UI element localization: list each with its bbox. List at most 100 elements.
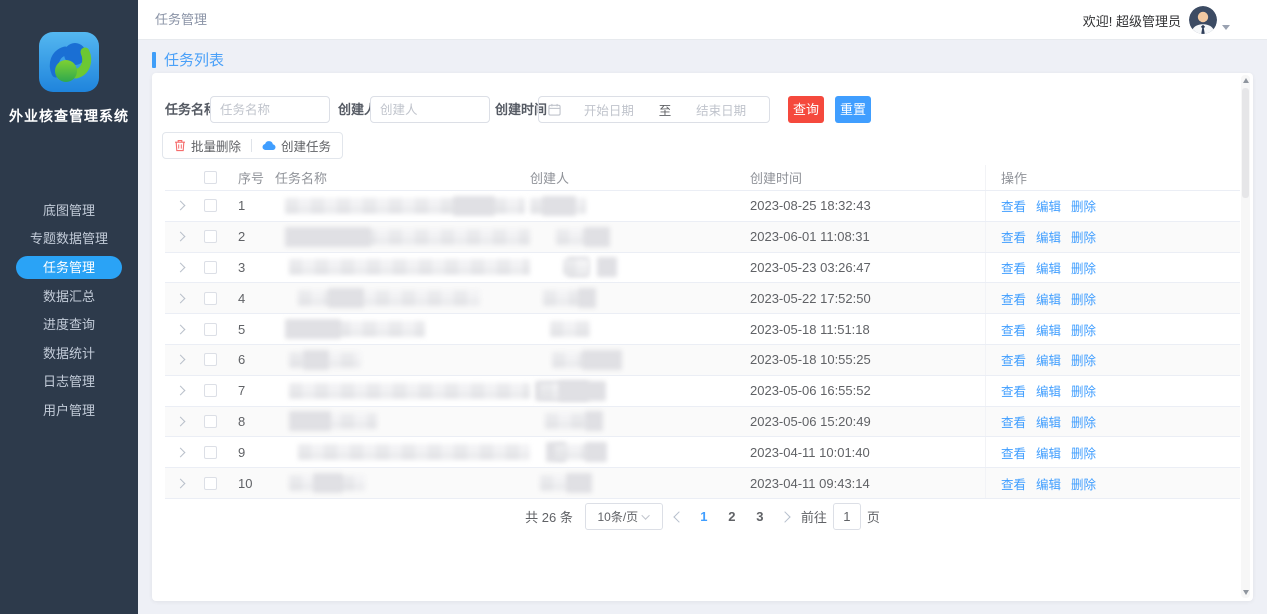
row-checkbox[interactable] xyxy=(203,199,217,213)
expand-row-icon[interactable] xyxy=(175,262,185,273)
redacted-task-name xyxy=(298,288,480,309)
edit-link[interactable]: 编辑 xyxy=(1036,385,1062,400)
expand-row-icon[interactable] xyxy=(175,293,185,304)
table-row: 10 2023-04-11 09:43:14 查看 编辑 删除 xyxy=(165,468,1240,499)
sidebar-item-task[interactable]: 任务管理 xyxy=(0,253,138,282)
section-title-row: 任务列表 xyxy=(152,49,224,70)
task-name-label: 任务名称 xyxy=(165,102,218,117)
header-seq: 序号 xyxy=(238,171,265,186)
page-title: 任务列表 xyxy=(164,52,225,69)
row-checkbox[interactable] xyxy=(203,230,217,244)
edit-link[interactable]: 编辑 xyxy=(1036,354,1062,369)
sidebar-item-users[interactable]: 用户管理 xyxy=(42,402,95,418)
reset-button[interactable]: 重置 xyxy=(835,96,871,123)
calendar-icon xyxy=(548,103,561,116)
vertical-scrollbar[interactable] xyxy=(1241,75,1250,598)
row-checkbox[interactable] xyxy=(203,353,217,367)
delete-link[interactable]: 删除 xyxy=(1071,415,1097,430)
row-checkbox[interactable] xyxy=(203,414,217,428)
view-link[interactable]: 查看 xyxy=(1001,231,1027,246)
scrollbar-thumb[interactable] xyxy=(1242,88,1249,198)
page-3-button[interactable]: 3 xyxy=(756,509,764,524)
breadcrumb: 任务管理 xyxy=(155,12,208,27)
scroll-down-icon[interactable] xyxy=(1242,590,1249,595)
expand-row-icon[interactable] xyxy=(175,385,185,396)
expand-row-icon[interactable] xyxy=(175,416,185,427)
sidebar-item-basemap[interactable]: 底图管理 xyxy=(42,202,95,218)
task-name-input[interactable] xyxy=(210,96,330,123)
table-row: 6 2023-05-18 10:55:25 查看 编辑 删除 xyxy=(165,344,1240,376)
page-1-button[interactable]: 1 xyxy=(700,509,708,524)
sidebar-item-progress[interactable]: 进度查询 xyxy=(42,317,95,333)
goto-page-input[interactable] xyxy=(832,503,861,530)
edit-link[interactable]: 编辑 xyxy=(1036,200,1062,215)
edit-link[interactable]: 编辑 xyxy=(1036,292,1062,307)
delete-link[interactable]: 删除 xyxy=(1071,354,1097,369)
view-link[interactable]: 查看 xyxy=(1001,446,1027,461)
view-link[interactable]: 查看 xyxy=(1001,477,1027,492)
view-link[interactable]: 查看 xyxy=(1001,385,1027,400)
delete-link[interactable]: 删除 xyxy=(1071,477,1097,492)
sidebar-item-thematic-data[interactable]: 专题数据管理 xyxy=(29,231,108,247)
row-seq: 4 xyxy=(238,290,246,306)
expand-row-icon[interactable] xyxy=(175,200,185,211)
sidebar-item-statistics[interactable]: 数据统计 xyxy=(42,345,95,361)
search-form: 任务名称 创建人 创建时间 开始日期 至 结束日期 查询 xyxy=(152,96,1253,123)
edit-link[interactable]: 编辑 xyxy=(1036,261,1062,276)
edit-link[interactable]: 编辑 xyxy=(1036,231,1062,246)
delete-link[interactable]: 删除 xyxy=(1071,385,1097,400)
sidebar-item-data-summary[interactable]: 数据汇总 xyxy=(42,288,95,304)
scroll-up-icon[interactable] xyxy=(1242,78,1249,83)
delete-link[interactable]: 删除 xyxy=(1071,200,1097,215)
row-checkbox[interactable] xyxy=(203,260,217,274)
expand-row-icon[interactable] xyxy=(175,354,185,365)
page-size-select[interactable]: 10条/页 xyxy=(584,503,663,530)
edit-link[interactable]: 编辑 xyxy=(1036,415,1062,430)
row-create-time: 2023-05-06 15:20:49 xyxy=(750,413,871,429)
caret-down-icon[interactable] xyxy=(1222,24,1230,30)
row-checkbox[interactable] xyxy=(203,445,217,459)
next-page-button[interactable] xyxy=(779,510,791,523)
redacted-creator xyxy=(540,380,606,401)
expand-row-icon[interactable] xyxy=(175,447,185,458)
delete-link[interactable]: 删除 xyxy=(1071,261,1097,276)
edit-link[interactable]: 编辑 xyxy=(1036,446,1062,461)
edit-link[interactable]: 编辑 xyxy=(1036,323,1062,338)
delete-link[interactable]: 删除 xyxy=(1071,231,1097,246)
view-link[interactable]: 查看 xyxy=(1001,292,1027,307)
redacted-task-name xyxy=(289,473,365,494)
delete-link[interactable]: 删除 xyxy=(1071,323,1097,338)
edit-link[interactable]: 编辑 xyxy=(1036,477,1062,492)
row-seq: 5 xyxy=(238,321,246,337)
expand-row-icon[interactable] xyxy=(175,324,185,335)
view-link[interactable]: 查看 xyxy=(1001,354,1027,369)
redacted-task-name xyxy=(289,349,361,370)
view-link[interactable]: 查看 xyxy=(1001,323,1027,338)
batch-delete-button[interactable]: 批量删除 xyxy=(174,136,241,155)
view-link[interactable]: 查看 xyxy=(1001,261,1027,276)
row-checkbox[interactable] xyxy=(203,476,217,490)
prev-page-button[interactable] xyxy=(673,510,685,523)
expand-row-icon[interactable] xyxy=(175,478,185,489)
expand-row-icon[interactable] xyxy=(175,231,185,242)
sidebar-item-logs[interactable]: 日志管理 xyxy=(42,374,95,390)
delete-link[interactable]: 删除 xyxy=(1071,292,1097,307)
date-range-picker[interactable]: 开始日期 至 结束日期 xyxy=(538,96,770,123)
view-link[interactable]: 查看 xyxy=(1001,200,1027,215)
view-link[interactable]: 查看 xyxy=(1001,415,1027,430)
redacted-creator xyxy=(563,257,617,278)
creator-input[interactable] xyxy=(370,96,490,123)
app-logo-icon xyxy=(39,32,99,92)
row-checkbox[interactable] xyxy=(203,291,217,305)
query-button[interactable]: 查询 xyxy=(788,96,824,123)
end-date-placeholder[interactable]: 结束日期 xyxy=(696,104,747,118)
row-checkbox[interactable] xyxy=(203,384,217,398)
delete-link[interactable]: 删除 xyxy=(1071,446,1097,461)
create-task-button[interactable]: 创建任务 xyxy=(262,136,331,155)
row-checkbox[interactable] xyxy=(203,322,217,336)
start-date-placeholder[interactable]: 开始日期 xyxy=(583,104,634,118)
avatar[interactable] xyxy=(1189,6,1217,34)
select-all-checkbox[interactable] xyxy=(203,171,217,184)
user-area[interactable]: 欢迎! 超级管理员 xyxy=(1083,0,1230,40)
page-2-button[interactable]: 2 xyxy=(728,509,736,524)
